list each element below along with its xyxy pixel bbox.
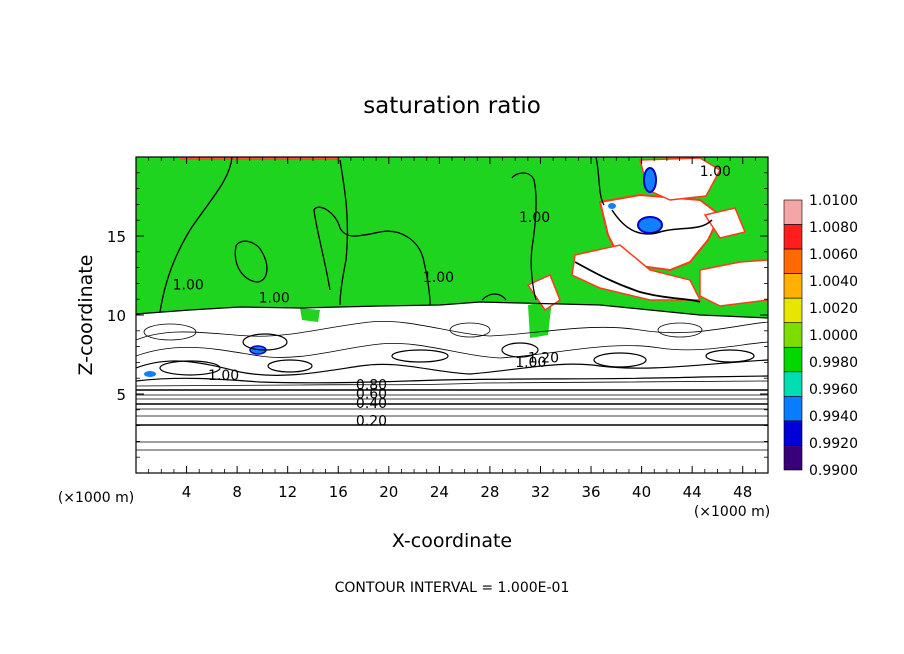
field-top-band bbox=[180, 157, 340, 160]
x-tick-label: 36 bbox=[581, 483, 600, 501]
contour-line bbox=[136, 380, 768, 387]
colorbar-tick-label: 0.9980 bbox=[809, 355, 858, 371]
x-tick-label: 20 bbox=[379, 483, 398, 501]
contour-lines bbox=[136, 157, 768, 451]
z-unit-label: (×1000 m) bbox=[58, 490, 134, 506]
x-tick-label: 16 bbox=[329, 483, 348, 501]
field-spot-blue bbox=[643, 167, 657, 193]
contour-label: 0.40 bbox=[356, 396, 387, 412]
colorbar-swatch bbox=[783, 273, 803, 299]
colorbar-swatch bbox=[783, 297, 803, 324]
colorbar-swatch bbox=[783, 371, 803, 397]
colorbar-tick-label: 1.0060 bbox=[809, 247, 858, 263]
colorbar-swatch bbox=[783, 248, 803, 274]
contour-label: 1.00 bbox=[519, 210, 550, 226]
colorbar-swatch bbox=[783, 396, 803, 422]
colorbar-tick-label: 0.9960 bbox=[809, 382, 858, 398]
x-axis-title: X-coordinate bbox=[392, 530, 512, 552]
contour-loop bbox=[657, 322, 703, 338]
y-axis-ticks: 5 10 15 bbox=[107, 172, 768, 458]
contour-loop bbox=[159, 360, 221, 376]
contour-interval-note: CONTOUR INTERVAL = 1.000E-01 bbox=[335, 580, 570, 596]
contour-line bbox=[339, 159, 349, 306]
contour-loop bbox=[449, 322, 491, 338]
colorbar-swatch bbox=[783, 224, 803, 250]
y-tick-label: 10 bbox=[107, 307, 126, 325]
y-tick-label: 15 bbox=[107, 228, 126, 246]
chart-title: saturation ratio bbox=[363, 93, 541, 119]
colorbar: 1.0100 1.0080 1.0060 1.0040 1.0020 1.0000 0.99… bbox=[783, 193, 858, 479]
contour-line bbox=[136, 341, 768, 359]
x-unit-label: (×1000 m) bbox=[694, 504, 770, 520]
contour-label: 0.60 bbox=[356, 387, 387, 403]
contour-label: 0.20 bbox=[356, 414, 387, 430]
colorbar-tick-label: 0.9920 bbox=[809, 436, 858, 452]
contour-line bbox=[136, 320, 768, 341]
contour-loop bbox=[501, 342, 539, 358]
x-tick-label: 28 bbox=[480, 483, 499, 501]
x-tick-label: 44 bbox=[683, 483, 702, 501]
field-patch-white bbox=[703, 207, 747, 239]
colorbar-tick-label: 1.0040 bbox=[809, 274, 858, 290]
contour-line bbox=[159, 157, 233, 313]
contour-line bbox=[136, 375, 768, 384]
plot-area bbox=[136, 157, 768, 473]
contour-label: 1.00 bbox=[700, 164, 731, 180]
x-tick-label: 48 bbox=[733, 483, 752, 501]
colorbar-tick-label: 0.9900 bbox=[809, 463, 858, 479]
colorbar-tick-label: 0.9940 bbox=[809, 409, 858, 425]
field-spot-blue bbox=[144, 371, 156, 377]
x-tick-label: 12 bbox=[278, 483, 297, 501]
contour-label: 1.00 bbox=[515, 355, 546, 371]
contour-label: 1.00 bbox=[259, 290, 290, 306]
contour-labels: 0.20 0.400.600.80 1.00 1.00 1.00 1.00 1.00 1.00… bbox=[173, 164, 731, 430]
field-patch-white bbox=[526, 273, 561, 312]
contour-label: 1.00 bbox=[208, 368, 239, 384]
colorbar-swatch bbox=[783, 322, 803, 348]
colorbar-swatch bbox=[783, 420, 803, 446]
contour-line bbox=[595, 157, 605, 206]
x-tick-label: 40 bbox=[632, 483, 651, 501]
field-lower-white bbox=[136, 302, 768, 473]
y-axis-title: Z-coordinate bbox=[75, 255, 97, 376]
colorbar-tick-label: 1.0000 bbox=[809, 328, 858, 344]
colorbar-swatch bbox=[783, 445, 803, 471]
field-patch-white bbox=[571, 244, 702, 301]
x-tick-label: 32 bbox=[531, 483, 550, 501]
contour-line bbox=[574, 261, 701, 303]
contour-line bbox=[234, 240, 268, 283]
colorbar-swatch bbox=[783, 199, 803, 225]
contour-label: 0.80 bbox=[356, 377, 387, 393]
x-tick-label: 24 bbox=[430, 483, 449, 501]
contour-line bbox=[136, 301, 768, 319]
contour-label: 1.20 bbox=[528, 350, 559, 366]
x-tick-label: 4 bbox=[182, 483, 192, 501]
field-spot-blue bbox=[637, 216, 663, 234]
field-spot-blue bbox=[608, 203, 616, 209]
contour-line bbox=[136, 359, 768, 376]
x-axis-ticks: 4 8 12 16 20 24 28 32 36 40 44 48 bbox=[148, 157, 756, 501]
colorbar-tick-label: 1.0100 bbox=[809, 193, 858, 209]
field-patch-white bbox=[699, 259, 768, 307]
field-pocket-green bbox=[300, 308, 320, 322]
contour-loop bbox=[267, 359, 313, 373]
contour-line bbox=[611, 209, 713, 235]
colorbar-tick-label: 1.0020 bbox=[809, 301, 858, 317]
y-tick-label: 5 bbox=[116, 386, 126, 404]
contour-line bbox=[511, 172, 537, 301]
contour-loop bbox=[391, 349, 449, 363]
x-tick-label: 8 bbox=[232, 483, 242, 501]
contour-loop bbox=[593, 352, 647, 368]
contour-label: 1.00 bbox=[423, 270, 454, 286]
contour-loop bbox=[705, 349, 755, 363]
contour-line bbox=[313, 206, 431, 306]
contour-loop bbox=[242, 333, 288, 351]
contour-loop bbox=[143, 323, 197, 341]
colorbar-swatch bbox=[783, 346, 803, 373]
colorbar-tick-label: 1.0080 bbox=[809, 220, 858, 236]
contour-line bbox=[481, 293, 507, 301]
contour-label: 1.00 bbox=[173, 278, 204, 294]
